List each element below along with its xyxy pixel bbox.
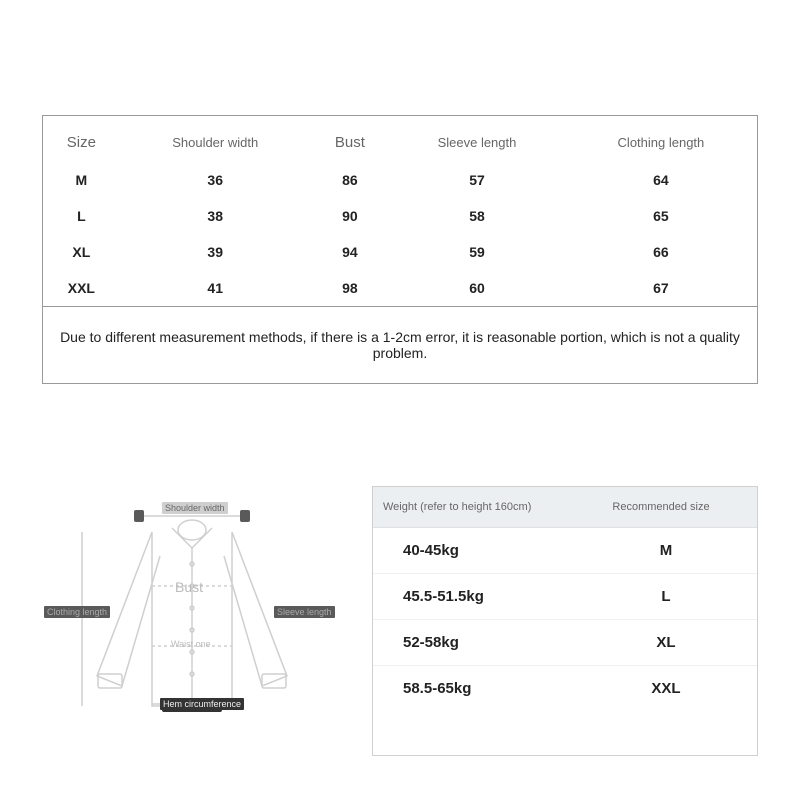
col-bust: Bust [311, 116, 389, 162]
diagram-label-sleeve-length: Sleeve length [274, 606, 335, 618]
col-shoulder: Shoulder width [120, 116, 311, 162]
recommend-header-row: Weight (refer to height 160cm) Recommend… [373, 487, 757, 528]
diagram-label-hem: Hem circumference [160, 698, 244, 710]
size-table: Size Shoulder width Bust Sleeve length C… [43, 116, 757, 383]
diagram-label-bust: Bust [172, 578, 206, 596]
disclaimer-text: Due to different measurement methods, if… [43, 307, 757, 384]
jacket-diagram: Shoulder width Bust Clothing length Slee… [42, 486, 342, 746]
recommend-row: 40-45kg M [373, 528, 757, 574]
recommend-row: 58.5-65kg XXL [373, 666, 757, 711]
recommend-header-size: Recommended size [565, 487, 757, 527]
recommend-header-weight: Weight (refer to height 160cm) [373, 487, 565, 527]
size-table-body: M 36 86 57 64 L 38 90 58 65 XL 39 94 59 … [43, 162, 757, 383]
size-table-container: Size Shoulder width Bust Sleeve length C… [42, 115, 758, 384]
col-size: Size [43, 116, 120, 162]
table-row: XXL 41 98 60 67 [43, 270, 757, 307]
table-row: M 36 86 57 64 [43, 162, 757, 198]
size-table-header-row: Size Shoulder width Bust Sleeve length C… [43, 116, 757, 162]
table-row: XL 39 94 59 66 [43, 234, 757, 270]
diagram-label-clothing-length: Clothing length [44, 606, 110, 618]
recommend-table: Weight (refer to height 160cm) Recommend… [372, 486, 758, 756]
table-row: L 38 90 58 65 [43, 198, 757, 234]
diagram-label-waist: Waist one [168, 638, 214, 650]
recommend-row: 45.5-51.5kg L [373, 574, 757, 620]
diagram-label-shoulder: Shoulder width [162, 502, 228, 514]
recommend-row: 52-58kg XL [373, 620, 757, 666]
col-sleeve: Sleeve length [389, 116, 565, 162]
col-clothing-length: Clothing length [565, 116, 757, 162]
bottom-section: Shoulder width Bust Clothing length Slee… [42, 486, 758, 756]
disclaimer-row: Due to different measurement methods, if… [43, 307, 757, 384]
